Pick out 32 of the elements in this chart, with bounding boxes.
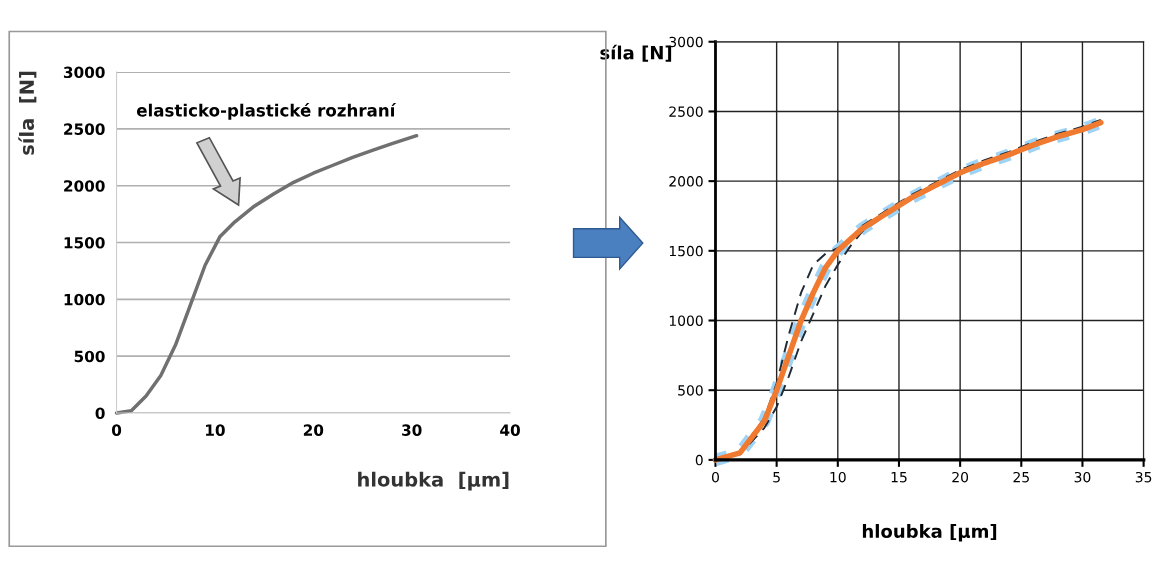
x-tick-label: 15 bbox=[891, 472, 907, 483]
x-tick-label: 10 bbox=[206, 424, 225, 436]
x-tick-label: 40 bbox=[500, 424, 520, 436]
x-tick-label: 0 bbox=[711, 471, 719, 483]
x-tick-label: 20 bbox=[952, 471, 969, 483]
x-axis-title: hloubka [µm] bbox=[358, 471, 509, 491]
y-tick-label: 500 bbox=[74, 350, 105, 363]
x-tick-label: 30 bbox=[402, 424, 422, 436]
y-tick-label: 2000 bbox=[64, 180, 105, 192]
y-tick-label: 1000 bbox=[64, 293, 105, 306]
x-tick-label: 35 bbox=[1135, 471, 1152, 483]
y-tick-label: 1500 bbox=[669, 245, 703, 257]
x-tick-label: 5 bbox=[773, 472, 780, 483]
y-tick-label: 3000 bbox=[63, 66, 105, 79]
x-tick-label: 0 bbox=[111, 424, 122, 436]
y-axis-title: síla [N] bbox=[600, 44, 672, 62]
x-tick-label: 20 bbox=[303, 424, 324, 436]
x-tick-label: 25 bbox=[1013, 471, 1029, 483]
y-axis-title: síla [N] bbox=[18, 71, 37, 155]
x-tick-label: 30 bbox=[1074, 471, 1091, 483]
y-tick-label: 1500 bbox=[64, 236, 105, 249]
y-tick-label: 2000 bbox=[669, 176, 703, 187]
y-tick-label: 3000 bbox=[669, 36, 703, 48]
x-axis-title: hloubka [µm] bbox=[862, 524, 997, 542]
x-tick-label: 10 bbox=[830, 471, 846, 483]
y-tick-label: 0 bbox=[695, 454, 703, 466]
y-tick-label: 2500 bbox=[64, 123, 105, 135]
y-tick-label: 2500 bbox=[669, 106, 703, 117]
y-tick-label: 1000 bbox=[669, 315, 703, 326]
annotation: elasticko-plastické rozhraní bbox=[136, 103, 397, 120]
y-tick-label: 0 bbox=[95, 407, 105, 420]
y-tick-label: 500 bbox=[678, 385, 703, 396]
